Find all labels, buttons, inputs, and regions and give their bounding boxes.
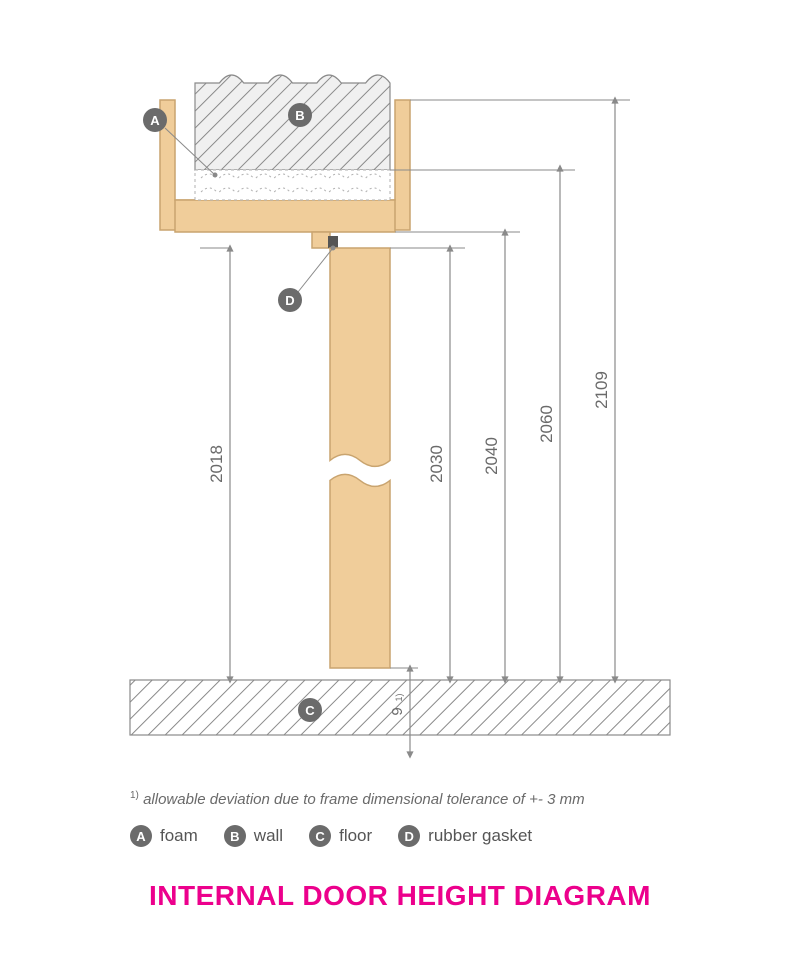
svg-text:C: C (305, 703, 315, 718)
footnote-text: allowable deviation due to frame dimensi… (143, 791, 585, 808)
legend-badge-D: D (398, 825, 420, 847)
svg-text:2030: 2030 (427, 445, 446, 483)
footnote: 1) allowable deviation due to frame dime… (130, 790, 585, 808)
svg-text:9: 9 (389, 707, 406, 715)
svg-text:1): 1) (394, 693, 404, 701)
svg-text:2018: 2018 (207, 445, 226, 483)
svg-text:A: A (150, 113, 160, 128)
legend-item-A: Afoam (130, 825, 198, 847)
diagram-title: INTERNAL DOOR HEIGHT DIAGRAM (0, 880, 800, 912)
legend-item-B: Bwall (224, 825, 283, 847)
legend-label-C: floor (339, 826, 372, 846)
legend-label-B: wall (254, 826, 283, 846)
legend-label-A: foam (160, 826, 198, 846)
legend-badge-C: C (309, 825, 331, 847)
legend-item-D: Drubber gasket (398, 825, 532, 847)
legend-label-D: rubber gasket (428, 826, 532, 846)
svg-text:2040: 2040 (482, 437, 501, 475)
legend-item-C: Cfloor (309, 825, 372, 847)
svg-text:D: D (285, 293, 294, 308)
legend: Afoam Bwall Cfloor Drubber gasket (130, 825, 532, 847)
svg-text:2109: 2109 (592, 371, 611, 409)
legend-badge-A: A (130, 825, 152, 847)
svg-text:2060: 2060 (537, 405, 556, 443)
legend-badge-B: B (224, 825, 246, 847)
footnote-marker: 1) (130, 790, 139, 801)
svg-text:B: B (295, 108, 304, 123)
